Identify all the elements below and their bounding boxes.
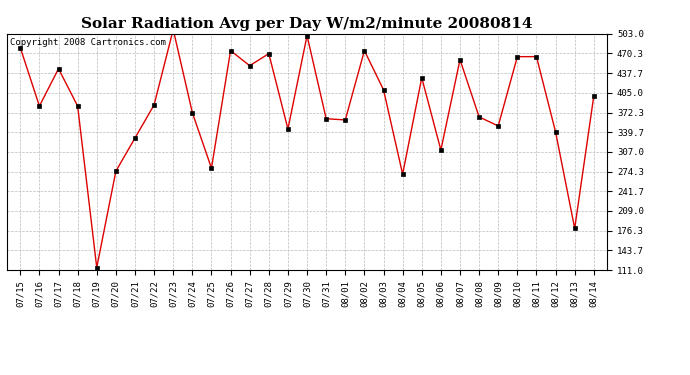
Text: Copyright 2008 Cartronics.com: Copyright 2008 Cartronics.com — [10, 39, 166, 48]
Title: Solar Radiation Avg per Day W/m2/minute 20080814: Solar Radiation Avg per Day W/m2/minute … — [81, 17, 533, 31]
